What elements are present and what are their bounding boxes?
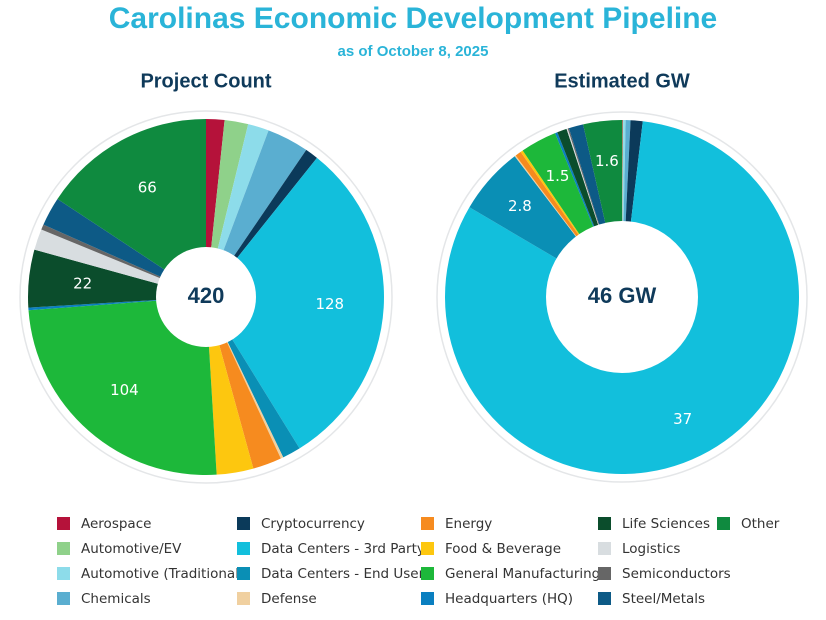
legend-label: Headquarters (HQ) — [445, 591, 573, 607]
legend-swatch — [598, 592, 611, 605]
legend-swatch — [421, 567, 434, 580]
chart-title: Project Count — [140, 70, 271, 92]
legend-label: Food & Beverage — [445, 541, 561, 557]
center-label: 46 GW — [588, 283, 657, 308]
data-label: 66 — [138, 178, 157, 196]
legend-label: Data Centers - 3rd Party — [261, 541, 425, 557]
center-label: 420 — [188, 283, 225, 308]
legend-swatch — [598, 567, 611, 580]
slice — [57, 118, 207, 297]
legend-label: Aerospace — [81, 516, 151, 532]
data-label: 1.6 — [595, 152, 619, 170]
legend-swatch — [57, 542, 70, 555]
subtitle: as of October 8, 2025 — [338, 43, 489, 60]
legend-label: Data Centers - End User — [261, 566, 425, 582]
chart-title: Estimated GW — [554, 70, 690, 92]
legend-label: Cryptocurrency — [261, 516, 365, 532]
title: Carolinas Economic Development Pipeline — [109, 2, 718, 35]
legend-label: Other — [741, 516, 780, 532]
donut-hole — [546, 221, 698, 373]
legend-swatch — [421, 542, 434, 555]
data-label: 128 — [315, 295, 344, 313]
legend-label: Life Sciences — [622, 516, 710, 532]
legend-label: Chemicals — [81, 591, 151, 607]
data-label: 1.5 — [546, 167, 570, 185]
data-label: 104 — [110, 381, 139, 399]
legend-label: Automotive (Traditional) — [81, 566, 244, 582]
legend-label: Automotive/EV — [81, 541, 182, 557]
legend-swatch — [421, 517, 434, 530]
legend-swatch — [237, 592, 250, 605]
data-label: 2.8 — [508, 197, 532, 215]
data-label: 37 — [673, 410, 692, 428]
legend-swatch — [421, 592, 434, 605]
legend-label: Logistics — [622, 541, 680, 557]
legend-swatch — [717, 517, 730, 530]
donut-hole — [156, 247, 256, 347]
legend-swatch — [598, 542, 611, 555]
data-label: 22 — [73, 275, 92, 293]
legend-swatch — [57, 567, 70, 580]
legend-swatch — [237, 567, 250, 580]
legend-label: Semiconductors — [622, 566, 731, 582]
legend-swatch — [57, 592, 70, 605]
legend-label: Energy — [445, 516, 492, 532]
legend-label: Steel/Metals — [622, 591, 705, 607]
legend-swatch — [237, 542, 250, 555]
slice — [206, 157, 384, 449]
legend-swatch — [237, 517, 250, 530]
legend-label: General Manufacturing — [445, 566, 600, 582]
legend-swatch — [57, 517, 70, 530]
legend-swatch — [598, 517, 611, 530]
slice — [28, 297, 217, 475]
legend-label: Defense — [261, 591, 317, 607]
